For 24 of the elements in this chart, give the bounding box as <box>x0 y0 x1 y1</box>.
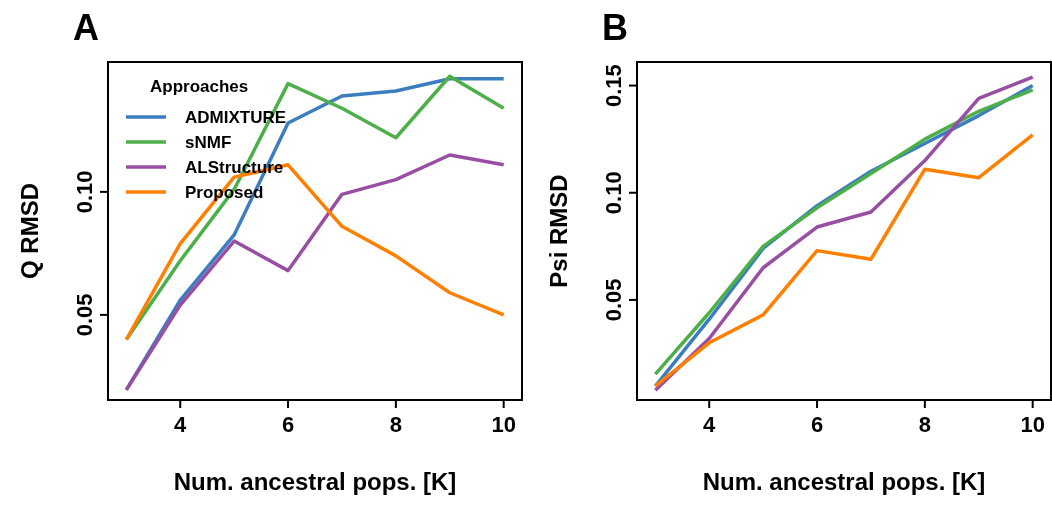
x-tick-label: 4 <box>703 412 717 437</box>
y-tick-label: 0.10 <box>601 171 626 215</box>
x-tick-label: 8 <box>389 412 402 437</box>
x-tick-label: 6 <box>281 412 295 437</box>
legend-label: sNMF <box>185 133 232 152</box>
x-axis-title: Num. ancestral pops. [K] <box>173 468 457 495</box>
line-series <box>124 153 506 392</box>
x-axis-title: Num. ancestral pops. [K] <box>702 468 986 495</box>
chart-title: B <box>602 7 628 48</box>
line-series <box>653 133 1035 388</box>
y-axis-title: Psi RMSD <box>545 174 572 288</box>
x-tick-label: 8 <box>918 412 931 437</box>
x-tick-label: 6 <box>810 412 824 437</box>
x-tick-label: 10 <box>1020 412 1045 437</box>
y-axis-title: Q RMSD <box>16 183 43 279</box>
y-tick-label: 0.15 <box>601 64 626 107</box>
y-tick-label: 0.05 <box>72 293 97 337</box>
line-series <box>124 163 506 342</box>
legend-title: Approaches <box>150 77 249 96</box>
x-tick-label: 4 <box>174 412 188 437</box>
x-tick-label: 10 <box>491 412 516 437</box>
chart-title: A <box>73 7 99 48</box>
y-tick-label: 0.05 <box>601 278 626 322</box>
y-tick-label: 0.10 <box>72 170 97 214</box>
